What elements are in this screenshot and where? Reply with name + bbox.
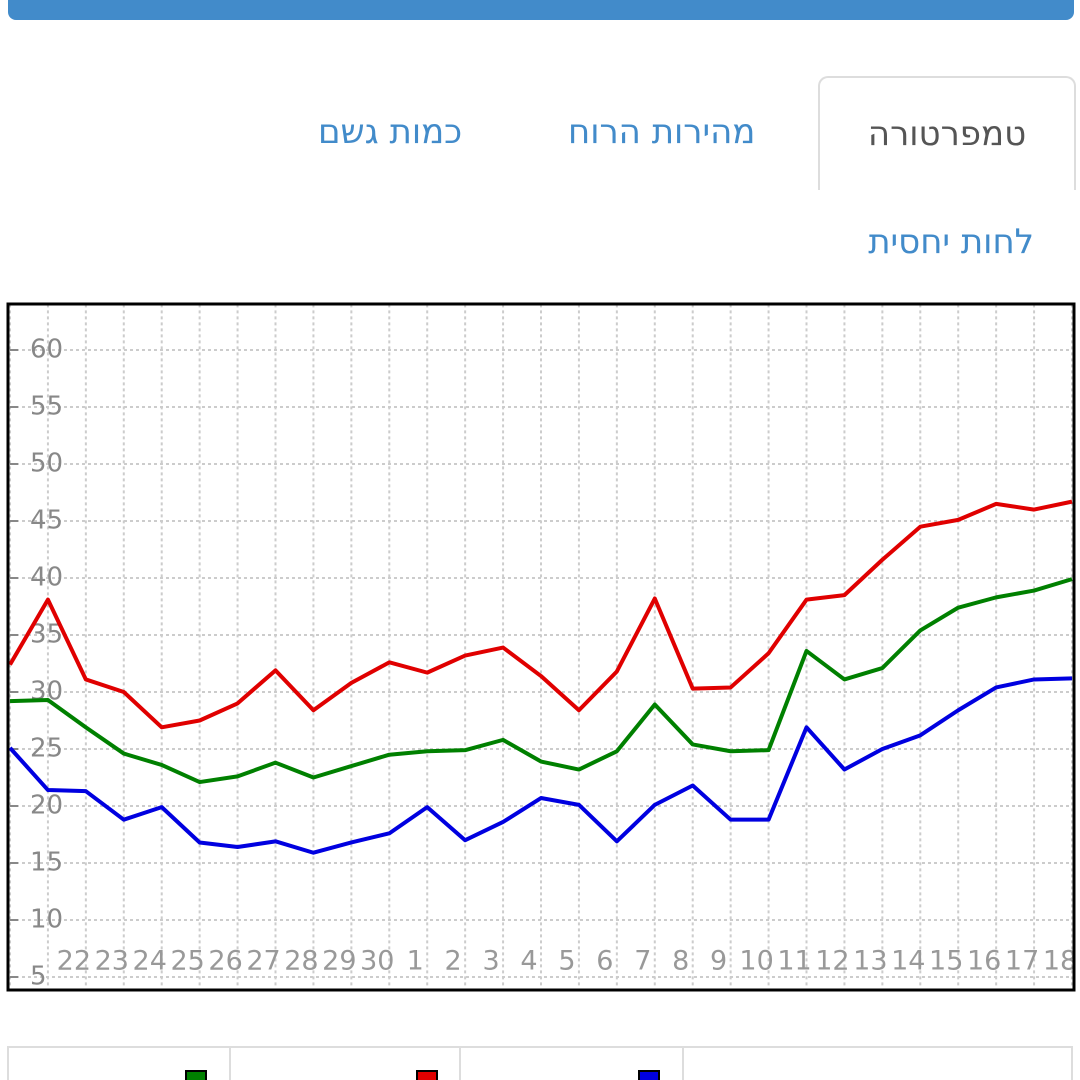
legend-swatch xyxy=(416,1070,438,1080)
y-tick-label: 5 xyxy=(30,962,47,992)
x-tick-label: 5 xyxy=(558,946,575,977)
x-tick-label: 15 xyxy=(929,946,963,977)
x-tick-label: 16 xyxy=(967,946,1001,977)
x-tick-label: 6 xyxy=(596,946,613,977)
x-tick-label: 28 xyxy=(284,946,318,977)
legend-swatch xyxy=(638,1070,660,1080)
x-tick-label: 12 xyxy=(815,946,849,977)
tab[interactable]: כמות גשם xyxy=(318,112,463,152)
subtab-link[interactable]: לחות יחסית xyxy=(868,222,1034,262)
y-tick-label: 60 xyxy=(30,335,63,365)
x-tick-label: 27 xyxy=(246,946,280,977)
x-tick-label: 22 xyxy=(57,946,91,977)
x-tick-label: 3 xyxy=(482,946,499,977)
data-line xyxy=(8,499,1073,730)
x-tick-label: 10 xyxy=(739,946,773,977)
legend-table xyxy=(7,1046,1073,1080)
legend-swatch xyxy=(185,1070,207,1080)
x-tick-label: 2 xyxy=(445,946,462,977)
y-tick-label: 50 xyxy=(30,449,63,479)
x-tick-label: 26 xyxy=(208,946,242,977)
tab[interactable]: מהירות הרוח xyxy=(568,112,756,152)
y-tick-label: 55 xyxy=(30,392,63,422)
y-tick-label: 45 xyxy=(30,506,63,536)
y-tick-label: 40 xyxy=(30,563,63,593)
data-line xyxy=(9,577,1073,785)
x-tick-label: 13 xyxy=(853,946,887,977)
y-tick-label: 15 xyxy=(30,848,63,878)
x-tick-label: 14 xyxy=(891,946,925,977)
x-tick-label: 8 xyxy=(672,946,689,977)
x-tick-label: 23 xyxy=(95,946,129,977)
plot-border xyxy=(6,302,1076,992)
x-tick-label: 30 xyxy=(360,946,394,977)
x-tick-label: 29 xyxy=(322,946,356,977)
x-tick-label: 11 xyxy=(777,946,811,977)
x-tick-label: 25 xyxy=(170,946,204,977)
x-tick-label: 1 xyxy=(407,946,424,977)
x-tick-label: 17 xyxy=(1005,946,1039,977)
x-tick-label: 4 xyxy=(520,946,537,977)
x-tick-label: 18 xyxy=(1043,946,1077,977)
y-tick-label: 10 xyxy=(30,905,63,935)
tab[interactable]: טמפרטורה xyxy=(818,76,1076,190)
y-tick-label: 20 xyxy=(30,791,63,821)
y-tick-label: 25 xyxy=(30,734,63,764)
top-bar xyxy=(8,0,1074,20)
x-tick-label: 7 xyxy=(634,946,651,977)
data-line xyxy=(8,676,1073,855)
x-tick-label: 9 xyxy=(710,946,727,977)
x-tick-label: 24 xyxy=(133,946,167,977)
